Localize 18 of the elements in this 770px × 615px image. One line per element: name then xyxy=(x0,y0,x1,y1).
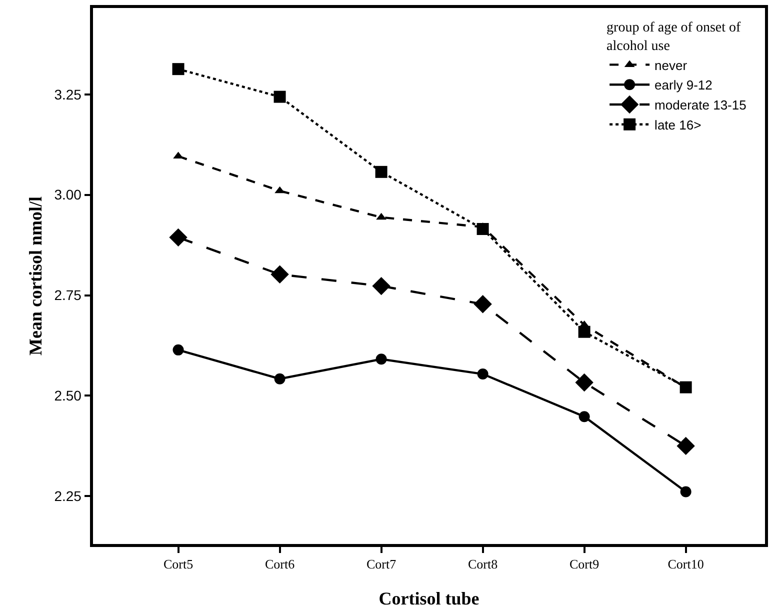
y-axis-title: Mean cortisol nmol/l xyxy=(25,196,46,356)
y-tick-label: 3.00 xyxy=(54,186,82,203)
x-tick-label: Cort8 xyxy=(468,556,498,572)
x-tick-label: Cort6 xyxy=(264,556,296,572)
x-tick-label: Cort9 xyxy=(569,556,600,572)
legend-title: group of age of onset of alcohol use xyxy=(606,20,742,54)
x-tick-label: Cort10 xyxy=(668,556,704,572)
y-tick-label: 2.50 xyxy=(54,388,82,404)
legend-label: late 16> xyxy=(654,117,702,132)
x-tick-label: Cort7 xyxy=(366,556,397,572)
legend-label: early 9-12 xyxy=(654,78,712,93)
legend-label: never xyxy=(654,58,688,73)
y-tick-label: 3.25 xyxy=(54,86,82,102)
legend-label: moderate 13-15 xyxy=(654,98,746,113)
x-axis-title: Cortisol tube xyxy=(378,588,480,608)
x-tick-label: Cort5 xyxy=(163,556,194,572)
y-tick-label: 2.75 xyxy=(54,287,82,304)
y-tick-label: 2.25 xyxy=(54,488,82,504)
